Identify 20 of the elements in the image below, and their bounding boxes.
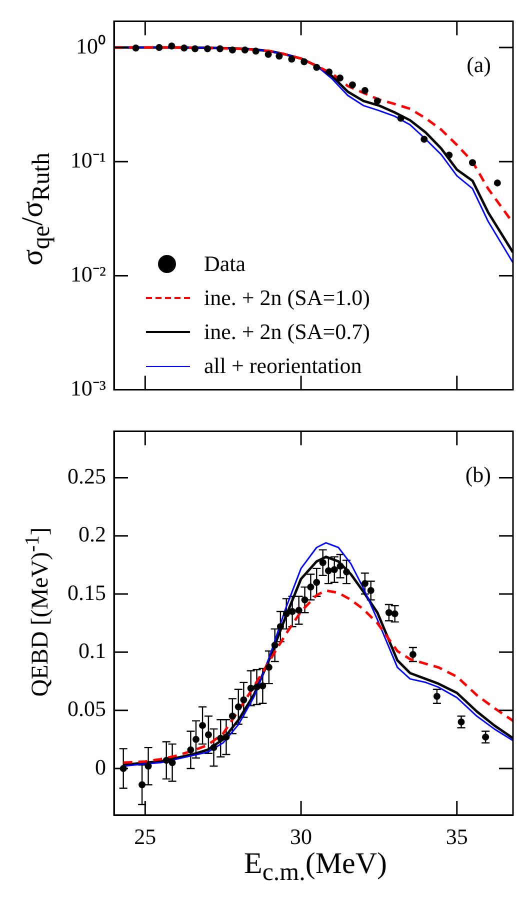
y-tick-label: 10⁻² [70, 261, 106, 286]
y-tick-label: 0.15 [68, 580, 106, 605]
legend-label: all + reorientation [204, 353, 362, 379]
y-tick-label: 0 [95, 754, 106, 780]
y-tick-label: 0.1 [78, 638, 106, 663]
annotation: (b) [465, 462, 491, 487]
legend-label: ine. + 2n (SA=0.7) [204, 319, 370, 345]
y-tick-label: 0.05 [68, 696, 106, 722]
x-tick-label: 25 [134, 824, 156, 849]
x-axis-title: E$_{c.m.}$(MeV) [244, 847, 388, 887]
y-tick-label: 0.25 [68, 464, 106, 488]
x-tick-label: 30 [290, 824, 312, 849]
legend-label: Data [204, 251, 246, 277]
y-tick-label: 10⁰ [76, 33, 106, 58]
y-tick-label: 0.2 [78, 522, 106, 547]
y-tick-label: 10⁻¹ [70, 147, 106, 172]
annotation: (a) [466, 52, 491, 77]
y-tick-label: 10⁻³ [70, 376, 106, 401]
x-tick-label: 35 [446, 824, 468, 849]
legend-label: ine. + 2n (SA=1.0) [204, 285, 370, 311]
